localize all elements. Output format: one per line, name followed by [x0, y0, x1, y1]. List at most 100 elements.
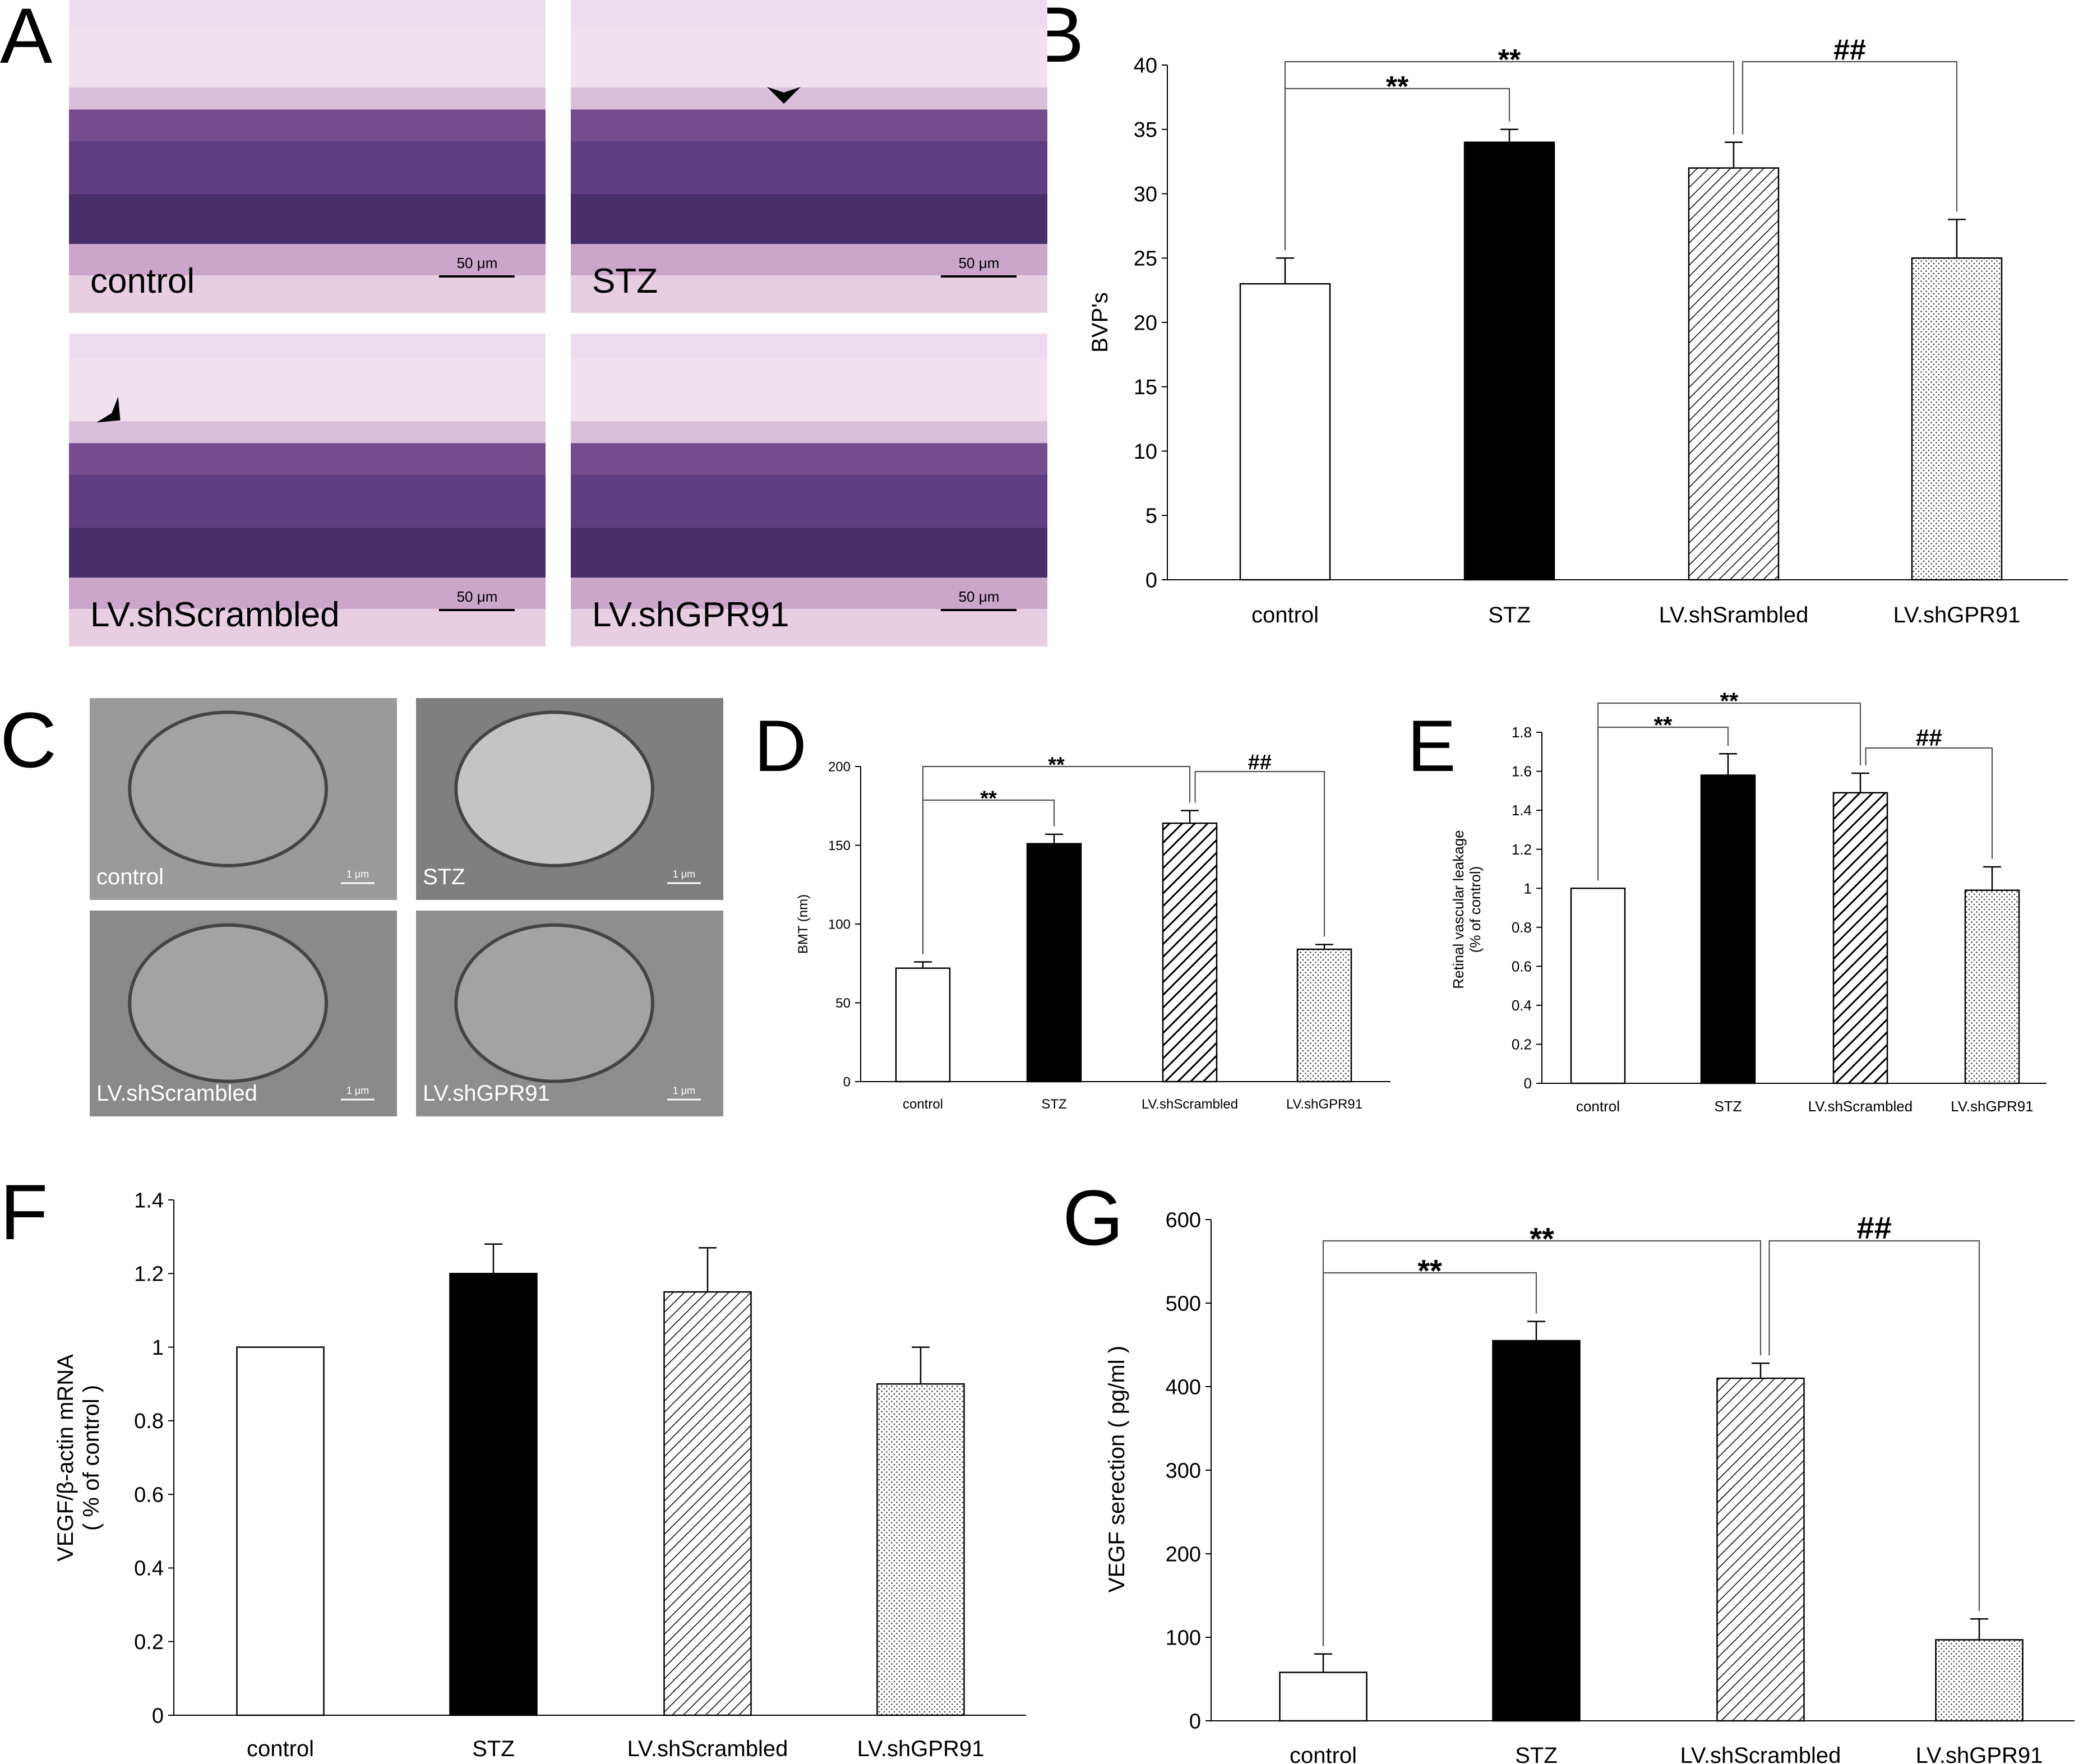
category-label: LV.shScrambled: [1142, 1097, 1238, 1112]
significance-label: **: [1048, 753, 1065, 777]
y-tick-label: 35: [1134, 118, 1157, 142]
category-label: STZ: [1488, 603, 1531, 627]
category-label: control: [1576, 1098, 1620, 1115]
retinal-layer: [571, 193, 1047, 244]
bar-control: [1570, 887, 1626, 1084]
panel-label-e: E: [1407, 705, 1456, 787]
y-tick-label: 25: [1134, 247, 1157, 271]
bar-LV.shSrambled: [1688, 167, 1780, 581]
y-axis-label: BVP's: [1088, 292, 1112, 353]
y-tick-label: 0: [1145, 569, 1157, 592]
y-tick-label: 150: [828, 838, 851, 853]
micrograph-STZ: 1 μm STZ: [416, 698, 723, 900]
bar-LV.shGPR91: [1964, 889, 2020, 1084]
y-tick-label: 1.8: [1512, 724, 1532, 741]
y-tick-label: 100: [828, 917, 851, 932]
y-tick-label: 0.2: [134, 1631, 164, 1654]
retinal-layer: [69, 609, 546, 647]
bar-LV.shScrambled: [1162, 822, 1218, 1083]
micrograph-control: 1 μm control: [90, 698, 397, 900]
bar-control: [236, 1346, 325, 1716]
y-axis-label: Retinal vascular leakage: [1450, 830, 1467, 989]
significance-label: **: [1654, 712, 1673, 738]
panel-label-c: C: [0, 696, 57, 784]
y-tick-label: 1.2: [134, 1263, 164, 1286]
retinal-layer: [571, 141, 1047, 194]
retinal-layer: [69, 527, 546, 578]
significance-label: **: [1386, 71, 1409, 103]
significance-label: ##: [1833, 34, 1866, 66]
retinal-layer: [69, 443, 546, 475]
y-tick-label: 0.6: [134, 1483, 164, 1507]
bar-STZ: [449, 1273, 538, 1716]
y-axis-label-secondary: ( % of control ): [79, 1385, 104, 1531]
significance-label: **: [1498, 44, 1521, 76]
category-label: LV.shGPR91: [1951, 1098, 2033, 1115]
micrograph-LV.shGPR91: 1 μm LV.shGPR91: [416, 911, 723, 1116]
category-label: control: [1290, 1743, 1357, 1764]
scale-bar-label: 50 μm: [959, 588, 1000, 605]
y-tick-label: 0: [1189, 1710, 1201, 1733]
significance-label: ##: [1248, 751, 1272, 774]
significance-label: **: [1417, 1253, 1442, 1289]
significance-bracket: [922, 765, 1191, 954]
micrograph-label: STZ: [423, 865, 465, 889]
bar-LV.shScrambled: [1832, 792, 1888, 1084]
y-tick-label: 15: [1134, 376, 1157, 399]
category-label: LV.shGPR91: [857, 1737, 985, 1761]
micrograph-label: control: [90, 262, 195, 301]
bar-STZ: [1026, 843, 1082, 1083]
bar-LV.shScrambled: [1716, 1377, 1805, 1722]
retinal-layer: [69, 578, 546, 609]
micrograph-LV.shScrambled: 1 μm LV.shScrambled: [90, 911, 397, 1116]
scale-bar-label: 50 μm: [457, 255, 498, 271]
y-tick-label: 1.2: [1512, 841, 1532, 858]
y-tick-label: 0.4: [1512, 997, 1532, 1014]
category-label: control: [1251, 603, 1319, 627]
retinal-layer: [571, 609, 1047, 647]
significance-bracket: [1741, 61, 1958, 212]
y-tick-label: 1: [1524, 880, 1532, 897]
retinal-layer: [69, 193, 546, 244]
y-tick-label: 100: [1166, 1626, 1201, 1650]
retinal-layer: [571, 358, 1047, 422]
retinal-layer: [571, 527, 1047, 578]
retinal-layer: [69, 244, 546, 276]
y-tick-label: 30: [1134, 183, 1157, 206]
panel-label-d: D: [754, 705, 807, 787]
retinal-layer: [69, 141, 546, 194]
category-label: LV.shScrambled: [627, 1737, 788, 1761]
y-tick-label: 1: [152, 1336, 164, 1360]
bar-control: [1279, 1671, 1368, 1722]
significance-label: **: [980, 787, 997, 810]
significance-bracket: [1597, 702, 1861, 881]
y-tick-label: 400: [1166, 1375, 1201, 1399]
y-tick-label: 1.6: [1512, 763, 1532, 780]
category-label: LV.shScrambled: [1808, 1098, 1913, 1115]
micrograph-STZ: 50 μm STZ: [571, 0, 1047, 313]
y-tick-label: 200: [1166, 1543, 1201, 1566]
category-label: LV.shScrambled: [1680, 1743, 1841, 1764]
y-axis-label-secondary: (% of control): [1467, 866, 1484, 953]
micrograph-control: 50 μm control: [69, 0, 546, 313]
y-tick-label: 0: [1524, 1075, 1532, 1092]
micrograph-LV.shGPR91: 50 μm LV.shGPR91: [571, 334, 1047, 647]
significance-label: ##: [1857, 1210, 1892, 1245]
micrograph-LV.shScrambled: 50 μm LV.shScrambled: [69, 334, 546, 647]
category-label: STZ: [1041, 1097, 1066, 1112]
micrograph-label: LV.shGPR91: [592, 595, 789, 634]
y-tick-label: 0.8: [1512, 919, 1532, 936]
category-label: LV.shGPR91: [1916, 1743, 2043, 1764]
retinal-layer: [571, 109, 1047, 141]
micrograph-label: STZ: [592, 262, 658, 301]
bar-control: [1239, 283, 1331, 581]
arrowhead-icon: [96, 396, 121, 423]
scale-bar-label: 50 μm: [457, 588, 498, 605]
capillary-lumen: [128, 710, 328, 867]
y-axis-label: VEGF/β-actin mRNA: [53, 1354, 78, 1562]
scale-bar-label: 1 μm: [673, 1085, 695, 1096]
bar-LV.shGPR91: [1296, 948, 1352, 1083]
